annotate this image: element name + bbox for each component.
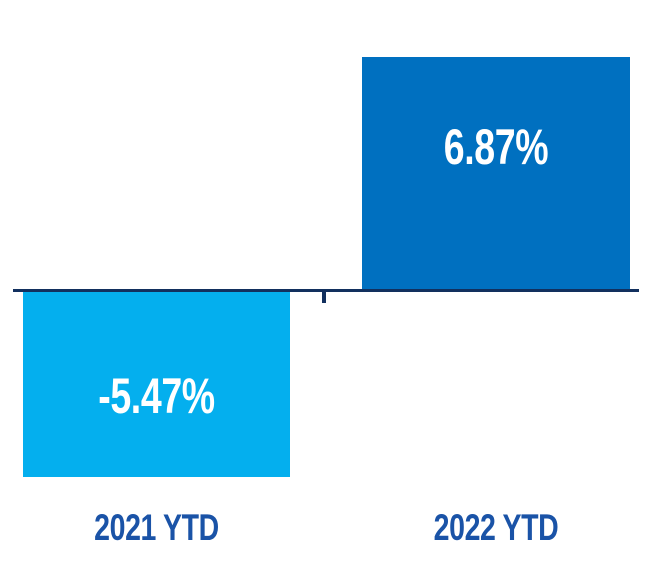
x-axis-baseline xyxy=(13,289,639,292)
category-label-2022-ytd: 2022 YTD xyxy=(433,507,559,548)
bar-2021-ytd: -5.47% xyxy=(23,292,290,477)
data-label-2022-ytd: 6.87% xyxy=(443,119,549,175)
data-label-2021-ytd: -5.47% xyxy=(98,368,215,424)
category-label-2021-ytd: 2021 YTD xyxy=(94,507,219,548)
bar-2022-ytd: 6.87% xyxy=(362,57,630,289)
x-axis-center-tick xyxy=(322,289,326,303)
